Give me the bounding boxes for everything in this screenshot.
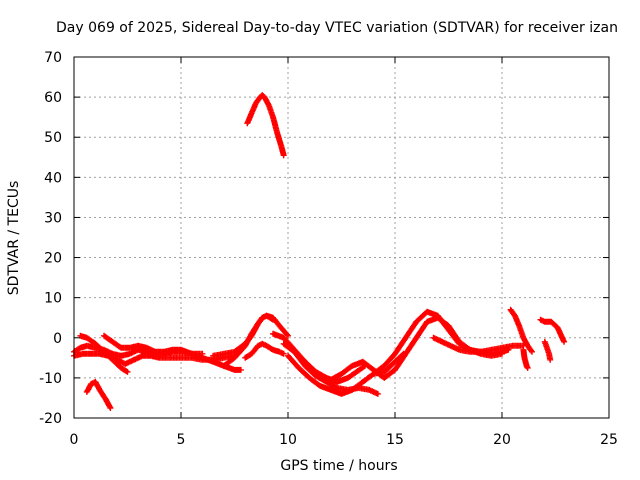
series-track-i — [244, 92, 287, 159]
data-markers — [244, 92, 287, 159]
series-track-c — [77, 332, 131, 375]
y-tick-label: 30 — [44, 210, 62, 226]
series-track-h — [242, 340, 287, 361]
grid-layer — [74, 57, 609, 418]
series-track-r — [537, 316, 568, 345]
series-track-e — [101, 332, 206, 357]
y-tick-label: -10 — [39, 371, 62, 387]
data-markers — [541, 338, 554, 363]
data-markers — [83, 378, 114, 411]
x-axis-label: GPS time / hours — [280, 458, 397, 474]
x-tick-label: 25 — [600, 432, 618, 448]
data-layer — [71, 92, 568, 411]
data-markers — [507, 306, 535, 355]
y-tick-label: 70 — [44, 50, 62, 66]
data-markers — [101, 332, 206, 357]
y-tick-label: 0 — [53, 331, 62, 347]
y-tick-label: -20 — [39, 411, 62, 427]
series-track-o — [430, 334, 527, 355]
chart-title: Day 069 of 2025, Sidereal Day-to-day VTE… — [56, 20, 618, 36]
data-markers — [520, 346, 531, 371]
x-tick-label: 10 — [279, 432, 297, 448]
series-track-g — [220, 312, 291, 369]
x-tick-label: 0 — [70, 432, 79, 448]
series-track-q — [520, 346, 531, 371]
y-tick-label: 20 — [44, 251, 62, 267]
series-track-s — [541, 338, 554, 363]
y-tick-label: 60 — [44, 90, 62, 106]
y-tick-label: 50 — [44, 130, 62, 146]
x-tick-label: 20 — [493, 432, 511, 448]
data-markers — [220, 312, 291, 369]
data-markers — [77, 332, 131, 375]
data-markers — [430, 334, 527, 355]
data-markers — [242, 340, 287, 361]
tick-layer: 0 5 10 15 20 25 -20 -10 0 10 20 30 40 50 60 70 — [39, 50, 618, 448]
x-tick-label: 5 — [177, 432, 186, 448]
series-track-d — [83, 378, 114, 411]
x-tick-label: 15 — [386, 432, 404, 448]
data-markers — [537, 316, 568, 345]
y-tick-label: 40 — [44, 170, 62, 186]
plot-frame — [73, 56, 610, 419]
series-track-p — [507, 306, 535, 355]
y-axis-label: SDTVAR / TECUs — [6, 181, 22, 296]
y-tick-label: 10 — [44, 291, 62, 307]
